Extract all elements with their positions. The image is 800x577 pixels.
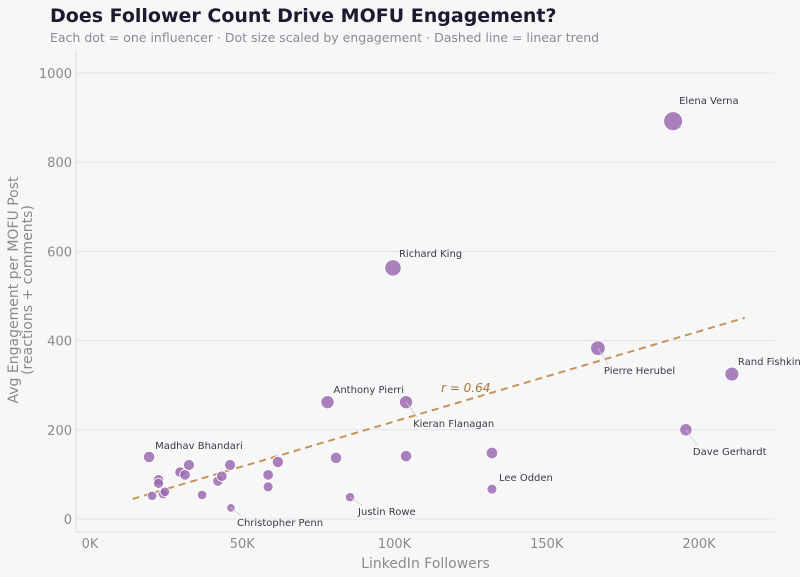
point-label: Christopher Penn <box>237 518 323 529</box>
y-tick-label: 600 <box>47 245 72 260</box>
data-point <box>329 451 343 464</box>
point-label: Kieran Flanagan <box>413 419 494 430</box>
data-point <box>147 490 158 501</box>
data-point <box>320 395 335 410</box>
data-point <box>226 503 236 513</box>
data-point <box>179 469 191 481</box>
data-point <box>153 477 164 489</box>
data-point <box>159 486 171 498</box>
x-tick-label: 0K <box>82 537 99 552</box>
label-leader-line <box>349 496 363 506</box>
data-point <box>142 450 156 464</box>
data-point <box>399 450 413 463</box>
data-point <box>262 481 274 493</box>
data-point <box>262 469 274 481</box>
data-point <box>724 366 740 382</box>
x-tick-label: 100K <box>378 537 412 552</box>
y-axis-label: Avg Engagement per MOFU Post <box>6 176 22 403</box>
point-label: Lee Odden <box>499 473 553 484</box>
y-tick-label: 400 <box>47 335 72 350</box>
label-leader-line <box>405 401 418 418</box>
trend-correlation-label: r = 0.64 <box>441 381 490 395</box>
data-point <box>344 492 356 503</box>
y-tick-label: 0 <box>64 513 72 528</box>
x-tick-label: 200K <box>682 537 716 552</box>
data-point <box>196 489 208 501</box>
point-label: Elena Verna <box>679 96 739 107</box>
point-label: Anthony Pierri <box>334 385 405 396</box>
data-point <box>485 446 499 460</box>
label-leader-line <box>685 429 698 446</box>
trend-line <box>132 316 745 500</box>
point-label: Rand Fishkin <box>738 357 800 368</box>
y-tick-label: 800 <box>47 156 72 171</box>
x-axis-label: LinkedIn Followers <box>361 556 490 572</box>
label-leader-line <box>230 507 242 517</box>
y-tick-label: 200 <box>47 424 72 439</box>
data-point <box>224 459 236 471</box>
y-axis-label-line2: (reactions + comments) <box>20 205 36 375</box>
label-leader-line <box>597 347 609 365</box>
data-point <box>216 470 228 482</box>
y-tick-label: 1000 <box>39 67 72 82</box>
data-point <box>183 459 195 471</box>
x-tick-label: 150K <box>530 537 564 552</box>
data-point <box>384 259 402 277</box>
data-point <box>486 483 498 495</box>
point-label: Dave Gerhardt <box>693 447 767 458</box>
x-tick-label: 50K <box>230 537 256 552</box>
point-label: Pierre Herubel <box>604 366 675 377</box>
data-point <box>663 111 683 132</box>
point-label: Madhav Bhandari <box>155 441 243 452</box>
chart-title: Does Follower Count Drive MOFU Engagemen… <box>50 5 557 27</box>
chart-subtitle: Each dot = one influencer · Dot size sca… <box>50 30 600 45</box>
point-label: Richard King <box>399 249 462 260</box>
point-label: Justin Rowe <box>357 507 416 518</box>
data-point <box>271 455 284 468</box>
